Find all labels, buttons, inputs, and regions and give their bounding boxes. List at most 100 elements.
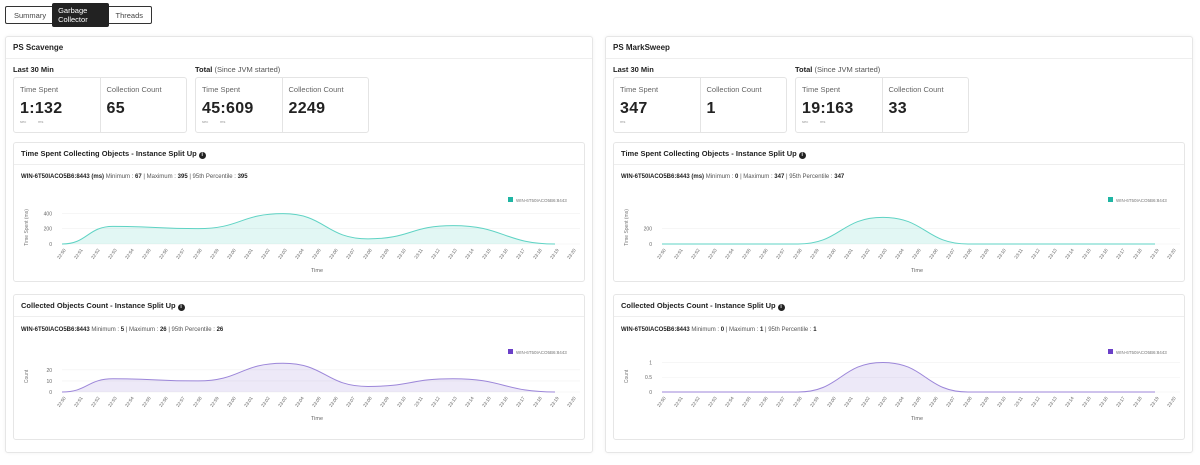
series-line[interactable] xyxy=(61,362,556,393)
panel-title: PS MarkSweep xyxy=(606,37,1192,59)
y-tick-label: 0 xyxy=(49,242,52,248)
series-area xyxy=(662,362,1155,392)
x-tick-label: 23:04 xyxy=(894,395,905,408)
time-spent-stat: Time Spent 19:163 sec ms xyxy=(796,78,882,132)
chart-card-time-spent: Time Spent Collecting Objects - Instance… xyxy=(613,142,1185,282)
x-tick-label: 22:56 xyxy=(758,395,769,408)
y-tick-label: 10 xyxy=(46,379,52,385)
series-line[interactable] xyxy=(662,216,1155,245)
time-spent-value: 1:132 xyxy=(20,100,63,117)
x-tick-label: 23:04 xyxy=(894,247,905,260)
x-tick-label: 23:07 xyxy=(345,247,356,260)
total-stats: Time Spent 45:609 sec ms Collection Count 22… xyxy=(195,77,369,133)
x-tick-label: 22:55 xyxy=(741,247,752,260)
x-tick-label: 23:19 xyxy=(1149,395,1160,408)
y-axis-label: Count xyxy=(624,369,630,383)
legend-label: WIN-6T50IACO5B6:8443 xyxy=(516,198,567,203)
x-tick-label: 23:11 xyxy=(413,247,424,259)
x-tick-label: 23:05 xyxy=(911,247,922,260)
y-tick-label: 400 xyxy=(44,211,53,217)
time-spent-label: Time Spent xyxy=(20,85,59,94)
x-tick-label: 22:54 xyxy=(124,247,135,260)
x-tick-label: 23:00 xyxy=(826,395,837,408)
x-tick-label: 23:18 xyxy=(1132,395,1143,408)
x-tick-label: 23:06 xyxy=(328,395,339,408)
x-tick-label: 22:59 xyxy=(809,395,820,408)
info-icon[interactable]: i xyxy=(177,304,185,311)
x-tick-label: 23:16 xyxy=(1098,247,1109,260)
legend[interactable]: WIN-6T50IACO5B6:8443 xyxy=(1108,197,1167,203)
x-tick-label: 23:06 xyxy=(928,247,939,260)
x-tick-label: 23:16 xyxy=(498,247,509,260)
x-tick-label: 23:01 xyxy=(843,395,854,408)
series-line[interactable] xyxy=(61,213,556,245)
x-tick-label: 23:02 xyxy=(860,247,871,260)
x-tick-label: 23:08 xyxy=(962,247,973,260)
x-tick-label: 23:15 xyxy=(481,395,492,408)
legend[interactable]: WIN-6T50IACO5B6:8443 xyxy=(508,197,567,203)
tab-bar: Summary Garbage Collector Threads xyxy=(5,3,152,27)
x-axis-label: Time xyxy=(911,268,923,274)
x-tick-label: 23:00 xyxy=(226,395,237,408)
last30-label: Last 30 Min xyxy=(13,65,54,74)
x-tick-label: 23:10 xyxy=(396,247,407,260)
x-tick-label: 23:05 xyxy=(311,395,322,408)
x-tick-label: 23:11 xyxy=(1013,247,1024,259)
x-tick-label: 22:59 xyxy=(809,247,820,260)
x-tick-label: 23:03 xyxy=(277,395,288,408)
chart-title: Time Spent Collecting Objects - Instance… xyxy=(614,143,1184,165)
x-tick-label: 23:19 xyxy=(549,247,560,260)
x-tick-label: 23:10 xyxy=(996,395,1007,408)
y-tick-label: 20 xyxy=(46,368,52,374)
collection-count-stat: Collection Count 1 xyxy=(699,78,787,132)
legend-swatch xyxy=(508,197,513,202)
x-axis-label: Time xyxy=(311,268,323,274)
x-tick-label: 23:06 xyxy=(328,247,339,260)
series-line[interactable] xyxy=(662,361,1155,393)
y-tick-label: 0 xyxy=(649,242,652,248)
unit-ms: ms xyxy=(820,119,826,124)
time-spent-value: 19:163 xyxy=(802,100,854,117)
legend[interactable]: WIN-6T50IACO5B6:8443 xyxy=(1108,349,1167,355)
x-tick-label: 23:02 xyxy=(260,395,271,408)
x-tick-label: 23:14 xyxy=(464,395,475,408)
x-tick-label: 23:11 xyxy=(1013,395,1024,407)
last30-stats: Time Spent 347 ms Collection Count 1 xyxy=(613,77,787,133)
info-icon[interactable]: i xyxy=(777,304,785,311)
tab-summary[interactable]: Summary xyxy=(14,10,47,20)
x-tick-label: 23:20 xyxy=(566,395,577,408)
tab-garbage-collector[interactable]: Garbage Collector xyxy=(52,3,110,27)
x-tick-label: 22:56 xyxy=(158,247,169,260)
time-spent-value: 347 xyxy=(620,100,648,117)
x-tick-label: 23:03 xyxy=(277,247,288,260)
x-tick-label: 23:14 xyxy=(464,247,475,260)
legend-label: WIN-6T50IACO5B6:8443 xyxy=(516,350,567,355)
x-tick-label: 23:05 xyxy=(911,395,922,408)
x-tick-label: 22:56 xyxy=(158,395,169,408)
y-axis-label: Time Spent (ms) xyxy=(624,209,630,246)
x-tick-label: 22:58 xyxy=(792,247,803,260)
legend-swatch xyxy=(1108,197,1113,202)
legend[interactable]: WIN-6T50IACO5B6:8443 xyxy=(508,349,567,355)
unit-ms: ms xyxy=(220,119,226,124)
legend-swatch xyxy=(1108,349,1113,354)
time-spent-label: Time Spent xyxy=(620,85,659,94)
info-icon[interactable]: i xyxy=(798,152,806,159)
chart-title: Time Spent Collecting Objects - Instance… xyxy=(14,143,584,165)
unit-ms: ms xyxy=(620,119,626,124)
x-tick-label: 23:17 xyxy=(1115,247,1126,260)
x-tick-label: 22:50 xyxy=(56,395,67,408)
unit-ms: ms xyxy=(38,119,44,124)
x-tick-label: 22:52 xyxy=(90,395,101,408)
x-tick-label: 22:51 xyxy=(73,247,84,260)
x-tick-label: 23:16 xyxy=(1098,395,1109,408)
info-icon[interactable]: i xyxy=(198,152,206,159)
x-tick-label: 23:03 xyxy=(877,395,888,408)
x-axis-label: Time xyxy=(311,416,323,422)
chart-summary: WIN-6T50IACO5B6:8443 (ms) Minimum : 67 |… xyxy=(21,174,248,180)
tab-threads[interactable]: Threads xyxy=(115,10,143,20)
x-tick-label: 23:07 xyxy=(945,395,956,408)
x-tick-label: 23:04 xyxy=(294,395,305,408)
legend-label: WIN-6T50IACO5B6:8443 xyxy=(1116,350,1167,355)
x-tick-label: 23:16 xyxy=(498,395,509,408)
